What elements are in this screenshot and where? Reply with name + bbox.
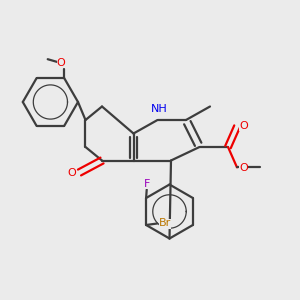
Text: O: O [239,163,248,173]
Text: NH: NH [151,103,167,114]
Text: F: F [143,178,150,189]
Text: Br: Br [159,218,171,229]
Text: O: O [57,58,66,68]
Text: O: O [68,168,76,178]
Text: O: O [239,121,248,131]
